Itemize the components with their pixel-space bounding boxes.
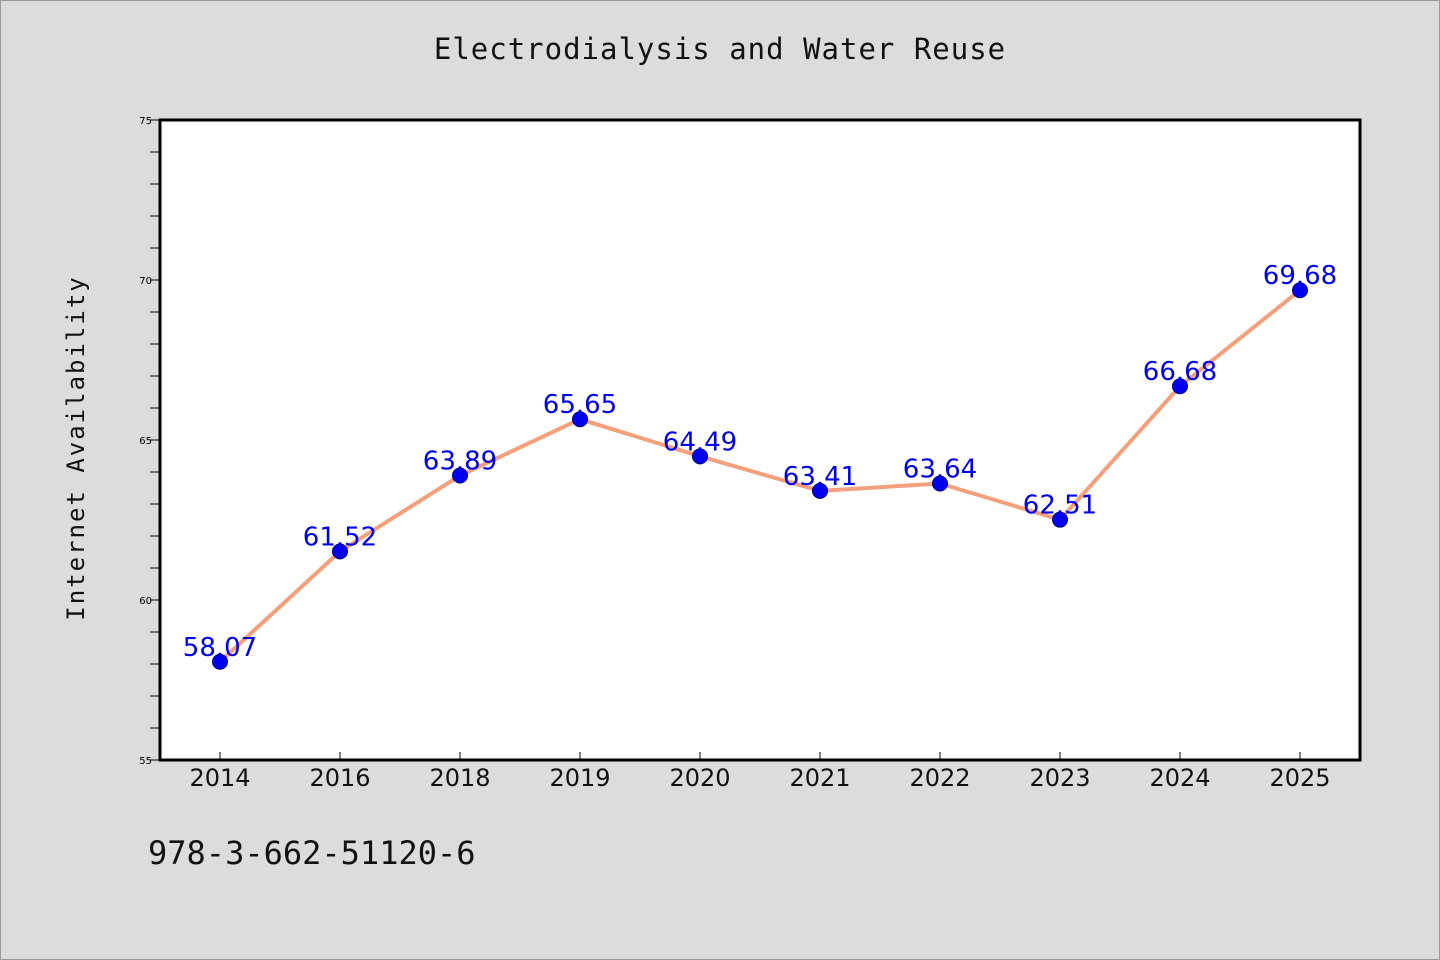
data-label: 69.68 — [1263, 261, 1337, 291]
data-label-layer: 58.07 61.52 63.89 65.65 64.49 63.41 63.64 62.51… — [183, 261, 1337, 663]
y-tick-label: 60 — [139, 596, 152, 607]
data-point — [812, 482, 828, 499]
x-tick-label: 2020 — [669, 764, 730, 792]
y-tick-label: 70 — [139, 276, 152, 287]
x-tick-label: 2024 — [1149, 764, 1210, 792]
data-point — [1172, 378, 1188, 395]
data-label: 66.68 — [1143, 357, 1217, 387]
data-label: 63.64 — [903, 455, 977, 485]
x-tick-label: 2016 — [309, 764, 370, 792]
data-point — [1292, 282, 1308, 299]
data-label: 64.49 — [663, 427, 737, 457]
data-point — [692, 448, 708, 465]
x-axis: 2014 2016 2018 2019 2020 2021 2022 2023 2024 2025 — [189, 752, 1331, 792]
chart-title: Electrodialysis and Water Reuse — [433, 32, 1007, 66]
data-label: 62.51 — [1023, 491, 1097, 521]
x-tick-label: 2025 — [1269, 764, 1330, 792]
data-point — [1052, 511, 1068, 528]
data-point — [212, 653, 228, 670]
data-point — [452, 467, 468, 484]
x-tick-label: 2023 — [1029, 764, 1090, 792]
data-label: 63.41 — [783, 462, 857, 492]
marker-layer — [212, 282, 1308, 670]
y-tick-label: 65 — [139, 436, 152, 447]
data-label: 65.65 — [543, 390, 617, 420]
series-layer — [218, 288, 1302, 664]
x-tick-label: 2014 — [189, 764, 250, 792]
y-tick-label: 55 — [139, 756, 152, 767]
x-tick-label: 2021 — [789, 764, 850, 792]
series-line — [218, 288, 1302, 664]
data-point — [572, 411, 588, 428]
data-label: 63.89 — [423, 447, 497, 477]
x-tick-label: 2018 — [429, 764, 490, 792]
data-label: 61.52 — [303, 522, 377, 552]
y-axis: 55 60 65 70 75 — [139, 116, 160, 767]
y-tick-label: 75 — [139, 116, 152, 127]
data-point — [332, 543, 348, 560]
isbn-text: 978-3-662-51120-6 — [148, 834, 476, 872]
data-point — [932, 475, 948, 492]
data-label: 58.07 — [183, 633, 257, 663]
x-tick-label: 2022 — [909, 764, 970, 792]
plot-area — [158, 118, 1362, 762]
x-tick-label: 2019 — [549, 764, 610, 792]
